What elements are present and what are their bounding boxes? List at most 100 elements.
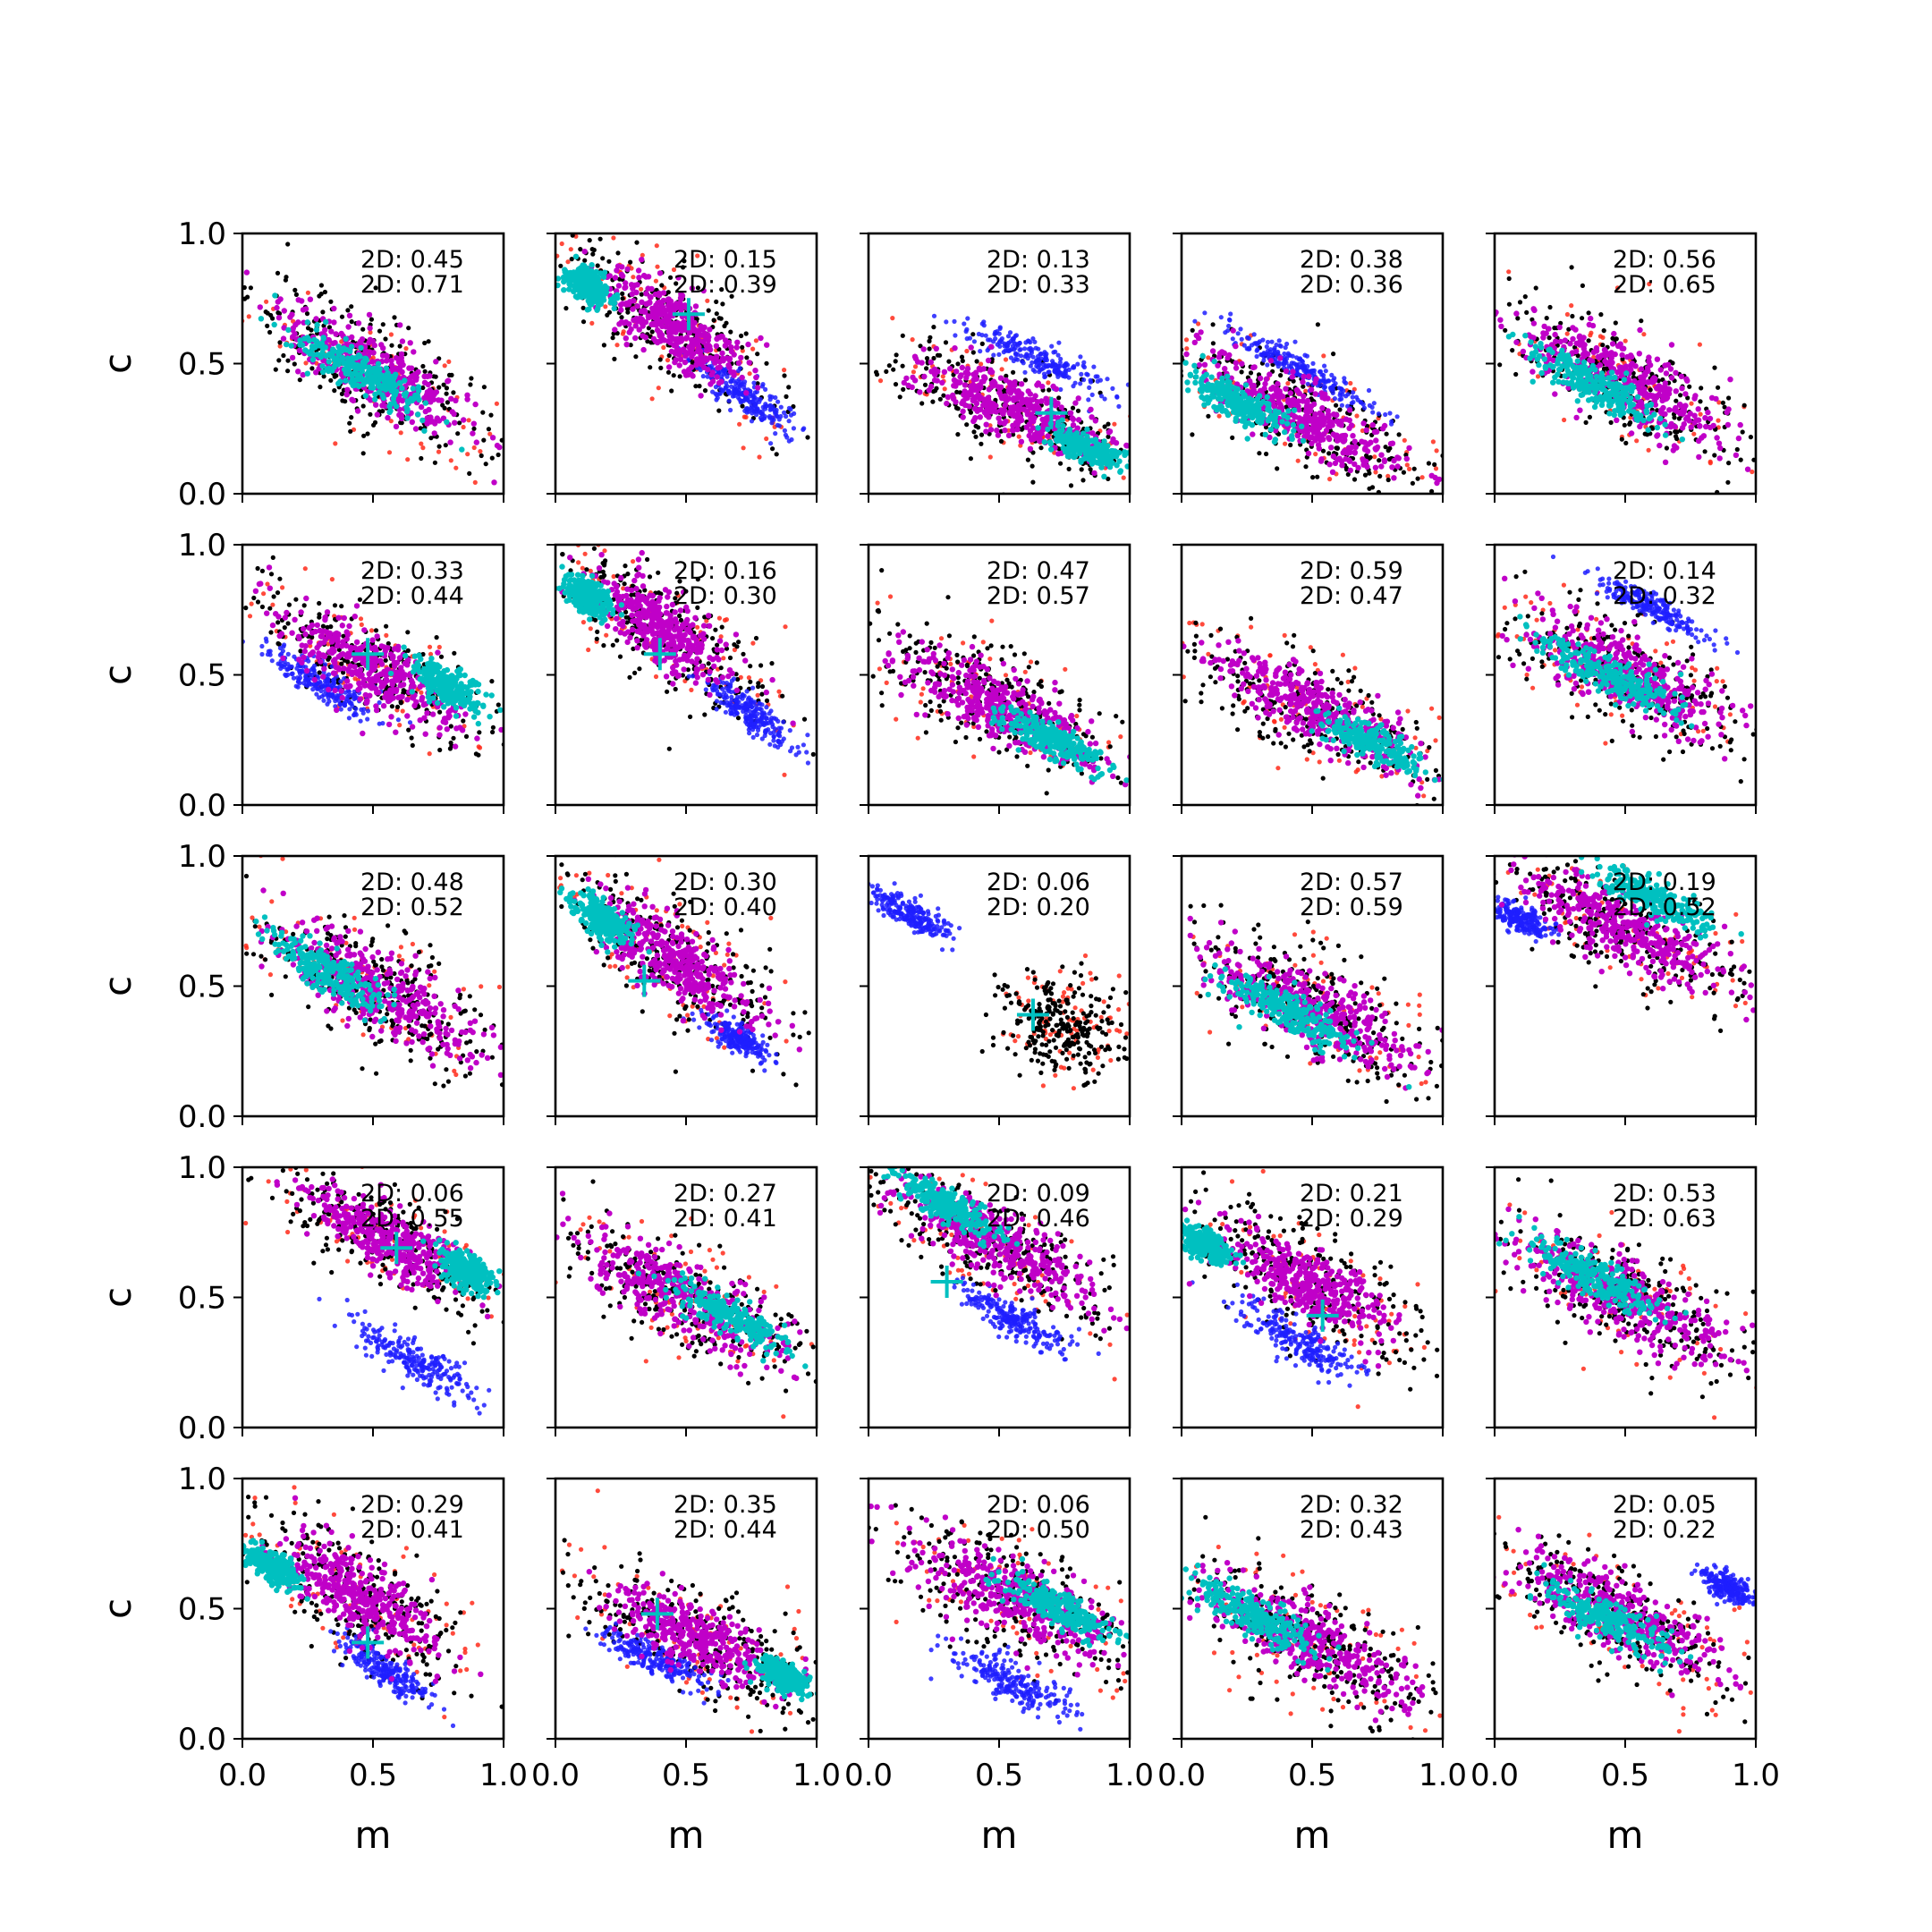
wide-point: [445, 400, 450, 405]
mid-point: [464, 392, 470, 398]
wide-point: [1664, 445, 1669, 451]
alt-point: [1282, 351, 1287, 357]
mid-point: [1308, 386, 1315, 393]
core-point: [1068, 445, 1075, 452]
mid-point: [295, 319, 301, 326]
wide-point: [1352, 477, 1358, 482]
wide-point: [292, 361, 297, 367]
alt-point: [931, 313, 937, 318]
wide-point: [431, 374, 436, 379]
alt-point: [713, 385, 719, 390]
wide-point: [606, 258, 612, 264]
wide-point: [486, 427, 492, 432]
wide-point: [1642, 431, 1648, 436]
mid-point: [1301, 393, 1307, 400]
alt-point: [705, 374, 710, 379]
points-layer: [1182, 310, 1443, 494]
mid-point: [688, 350, 694, 356]
mid-point: [581, 249, 588, 255]
mid-point: [972, 415, 979, 421]
alt-point: [735, 369, 741, 374]
core-point: [1117, 469, 1123, 475]
wide-point: [1569, 265, 1574, 270]
mid-point: [623, 319, 629, 326]
alt-point: [1005, 334, 1012, 339]
alt-point: [1105, 377, 1110, 382]
mid-point: [716, 364, 723, 370]
wide-point: [1712, 453, 1717, 458]
mid-point: [623, 335, 629, 342]
mid-point: [698, 348, 704, 354]
core-point: [575, 267, 582, 273]
mid-point: [703, 347, 710, 353]
wide-point: [1362, 472, 1368, 478]
core-point: [358, 344, 364, 352]
alt-point: [724, 374, 730, 379]
core-point: [1290, 421, 1297, 428]
wide-point: [1075, 408, 1081, 413]
alt-point: [1046, 369, 1052, 375]
outer-point: [1647, 281, 1652, 287]
wide-point: [697, 384, 702, 389]
wide-point: [380, 409, 386, 414]
wide-point: [1377, 473, 1383, 479]
wide-point: [1275, 466, 1280, 471]
mid-point: [1089, 414, 1095, 420]
alt-point: [1110, 386, 1115, 391]
core-point: [1208, 374, 1215, 380]
wide-point: [578, 247, 583, 252]
core-point: [590, 296, 597, 302]
alt-point: [987, 337, 993, 343]
core-point: [585, 291, 592, 297]
wide-point: [1079, 467, 1084, 472]
alt-point: [1093, 374, 1098, 379]
mid-point: [374, 411, 380, 418]
mid-point: [661, 337, 667, 343]
wide-point: [1685, 395, 1690, 401]
mid-point: [1075, 395, 1081, 402]
alt-point: [715, 395, 720, 401]
wide-point: [665, 369, 672, 375]
alt-point: [782, 410, 787, 415]
mid-point: [1023, 424, 1030, 430]
alt-point: [1071, 384, 1076, 389]
mid-point: [418, 403, 425, 411]
alt-point: [1323, 369, 1328, 374]
core-point: [363, 357, 369, 363]
alt-point: [1030, 336, 1036, 342]
wide-point: [406, 326, 411, 331]
mid-point: [1360, 458, 1367, 464]
wide-point: [273, 367, 278, 372]
wide-point: [1303, 464, 1309, 470]
alt-point: [1251, 332, 1257, 337]
alt-point: [1037, 369, 1042, 375]
core-point: [1084, 444, 1091, 451]
core-point: [1214, 406, 1221, 413]
mid-point: [1372, 464, 1379, 470]
wide-point: [1343, 465, 1349, 470]
wide-point: [955, 406, 961, 411]
mid-point: [970, 396, 977, 402]
wide-point: [612, 356, 617, 361]
core-point: [611, 305, 617, 312]
mid-point: [1221, 350, 1228, 356]
mid-point: [631, 282, 638, 289]
wide-point: [1517, 300, 1523, 305]
mid-point: [1262, 380, 1268, 387]
mid-point: [733, 344, 740, 351]
core-point: [304, 370, 310, 377]
wide-point: [479, 453, 484, 459]
wide-point: [1586, 338, 1591, 343]
core-point: [402, 390, 410, 396]
annotation-line-1: 2D: 0.45: [360, 246, 464, 274]
mid-point: [398, 415, 405, 422]
mid-point: [333, 331, 339, 337]
mid-point: [640, 323, 646, 329]
wide-point: [597, 236, 603, 242]
core-point: [1059, 428, 1065, 434]
alt-point: [965, 316, 970, 321]
mid-point: [1002, 402, 1009, 409]
mid-point: [1029, 436, 1035, 443]
core-point: [1053, 430, 1059, 437]
wide-point: [304, 311, 310, 317]
